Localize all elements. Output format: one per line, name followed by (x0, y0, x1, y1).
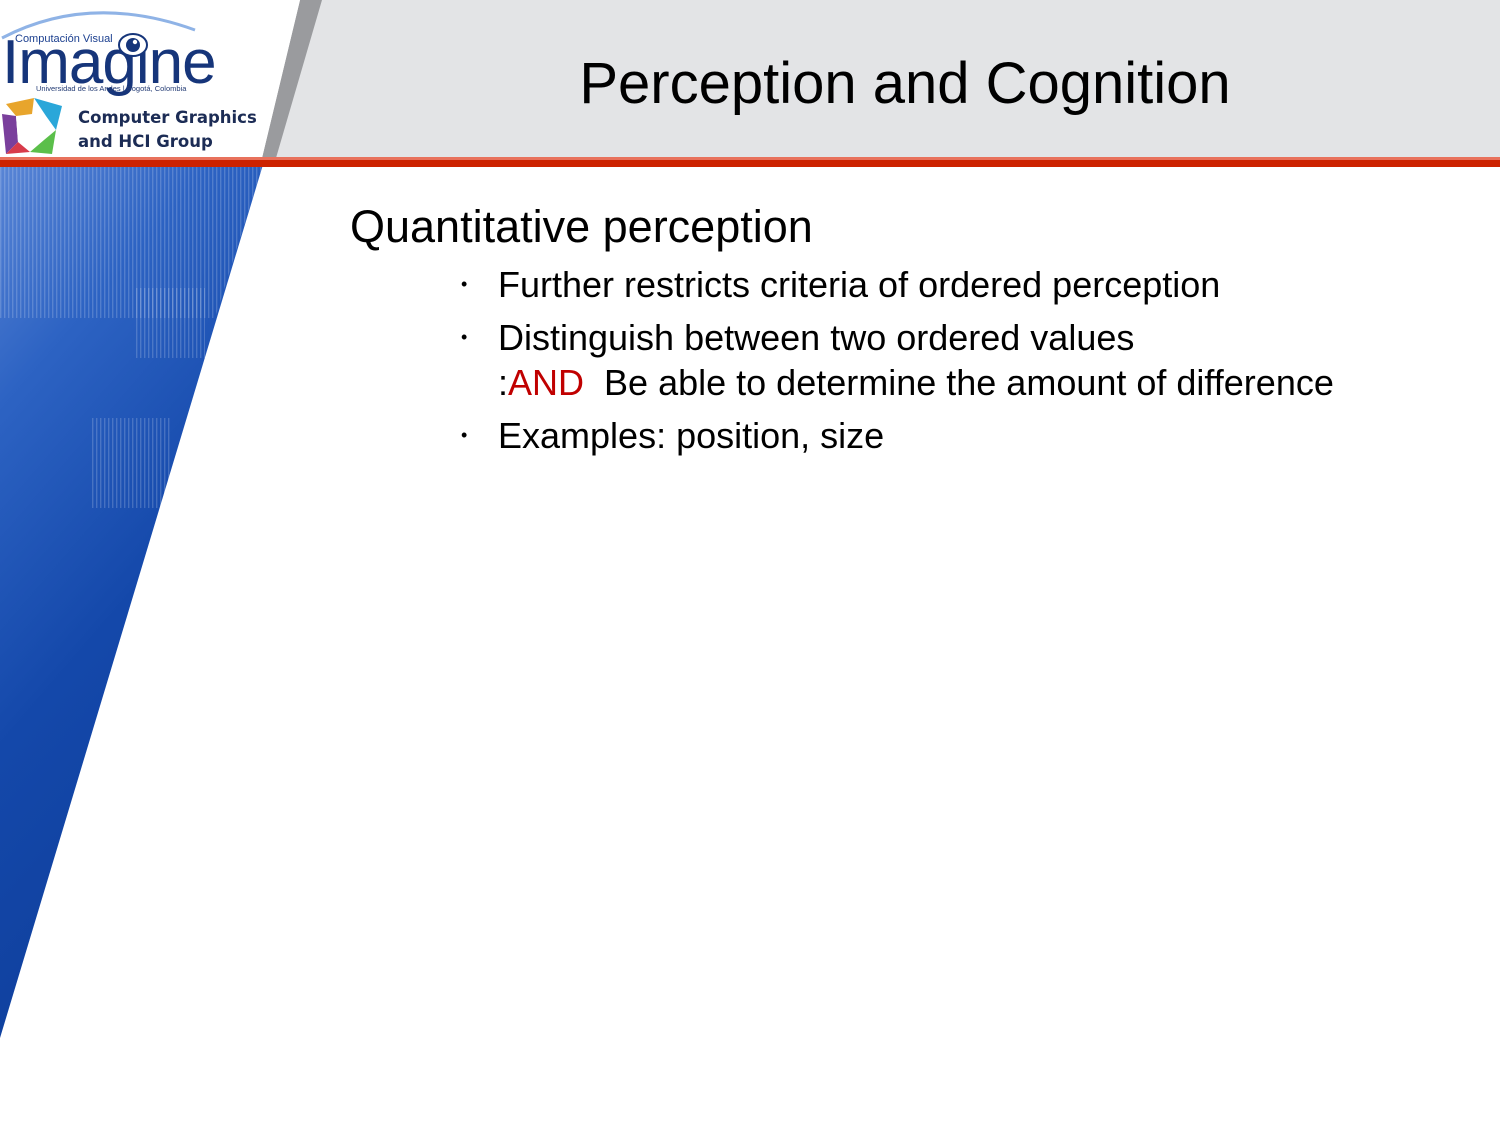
sidebar-blue-wedge (0, 158, 265, 1038)
bullet-text: Further restricts criteria of ordered pe… (498, 264, 1221, 305)
logo-university: Universidad de los Andes | Bogotá, Colom… (36, 84, 187, 93)
bullet-text: Distinguish between two ordered values (498, 317, 1135, 358)
color-frame-icon (2, 98, 62, 154)
slide-title: Perception and Cognition (579, 51, 1231, 116)
logo-top-text: Computación Visual (15, 33, 113, 45)
continuation-prefix: : (498, 362, 509, 403)
bullet-continuation: :AND Be able to determine the amount of … (498, 360, 1475, 405)
header-band (0, 0, 1500, 158)
bullet-list: • Further restricts criteria of ordered … (455, 262, 1475, 466)
bullet-marker: • (461, 274, 468, 294)
logo-wordmark: Imagine (2, 28, 217, 97)
bullet-item: • Examples: position, size (455, 413, 1475, 458)
logo-arc (1, 11, 196, 40)
bullet-item: • Further restricts criteria of ordered … (455, 262, 1475, 307)
eye-icon (118, 33, 148, 57)
bullet-item: • Distinguish between two ordered values… (455, 315, 1475, 405)
continuation-highlight: AND (508, 362, 585, 403)
bullet-marker: • (461, 425, 468, 445)
bullet-marker: • (461, 327, 468, 347)
continuation-rest: Be able to determine the amount of diffe… (604, 362, 1334, 403)
header-red-rule (0, 157, 1500, 167)
section-heading: Quantitative perception (350, 201, 813, 252)
imagine-logo: Computación Visual Imagine Universidad d… (0, 0, 270, 158)
bullet-text: Examples: position, size (498, 415, 885, 456)
logo-group-name: Computer Graphics and HCI Group (78, 108, 257, 151)
